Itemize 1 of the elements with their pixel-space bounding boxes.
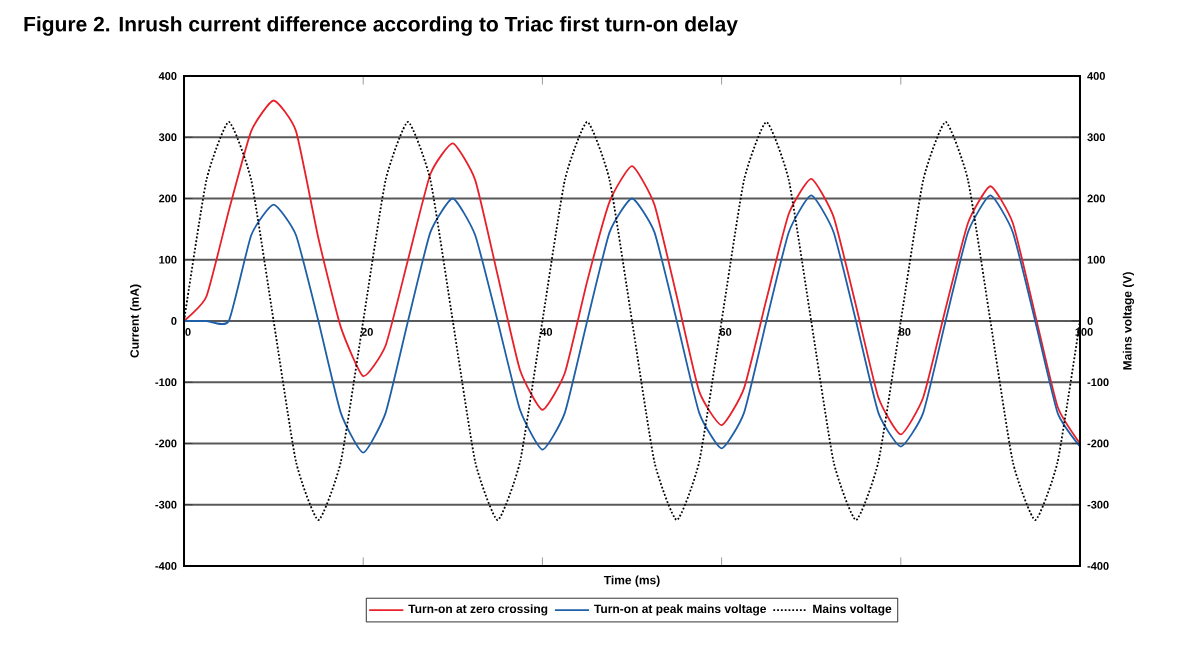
chart-title: Figure 2. Inrush current difference according to Triac first turn-on delay: [24, 16, 738, 36]
